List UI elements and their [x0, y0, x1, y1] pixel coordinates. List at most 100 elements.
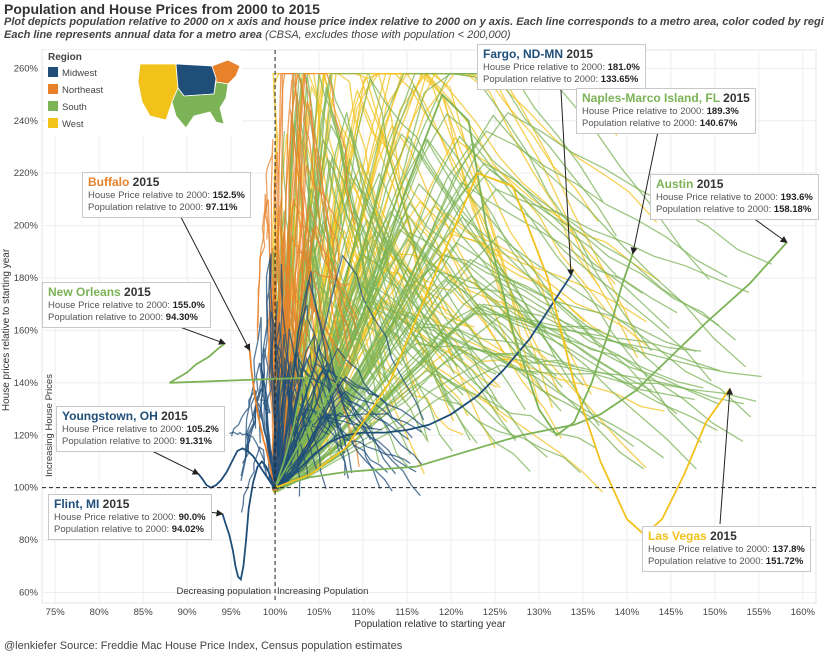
- background-metro-lines: [229, 71, 772, 513]
- annotation-pop-value: 94.30%: [165, 312, 199, 323]
- metro-line: [277, 141, 702, 485]
- legend-swatch-south: [48, 101, 58, 111]
- metro-line: [276, 258, 697, 486]
- legend-item-west: West: [48, 118, 83, 132]
- annotation-name: Las Vegas: [648, 529, 707, 543]
- annotation-hp-label: House Price relative to 2000:: [582, 106, 707, 117]
- y-tick-label: 180%: [14, 273, 39, 284]
- metro-line: [274, 79, 307, 491]
- metro-line: [273, 254, 425, 488]
- annotation-hp-label: House Price relative to 2000:: [62, 424, 187, 435]
- annotation-pop-label: Population relative to 2000:: [582, 118, 700, 129]
- annotation-year: 2015: [723, 91, 750, 105]
- increasing-house-prices-label: Increasing House Prices: [44, 374, 55, 477]
- annotation-pop-label: Population relative to 2000:: [88, 202, 206, 213]
- axes: 75% 80% 85% 90% 95% 100% 105% 110% 115% 120% 125% 1…: [14, 63, 816, 618]
- x-tick-label: 145%: [659, 607, 684, 618]
- annotation-pop-label: Population relative to 2000:: [483, 74, 601, 85]
- metro-line: [275, 364, 757, 485]
- annotation-arrow: [719, 387, 734, 525]
- metro-line: [275, 275, 697, 486]
- legend-title: Region: [48, 52, 82, 63]
- x-tick-label: 115%: [395, 607, 419, 618]
- annotation-year: 2015: [710, 529, 737, 543]
- metro-line: [274, 352, 745, 492]
- metro-line: [276, 279, 744, 487]
- annotation-hp-value: 181.0%: [607, 62, 640, 73]
- y-tick-label: 100%: [14, 483, 39, 494]
- metro-line: [273, 415, 383, 489]
- annotation-hp-value: 105.2%: [186, 424, 219, 435]
- subtitle-bold-part: Each line represents annual data for a m…: [4, 29, 262, 41]
- metro-line: [275, 216, 678, 487]
- annotation-hp-value: 137.8%: [772, 544, 805, 555]
- x-tick-label: 90%: [178, 607, 198, 618]
- x-tick-label: 110%: [351, 607, 375, 618]
- annotation-pop-label: Population relative to 2000:: [62, 436, 180, 447]
- metro-line: [276, 370, 374, 489]
- series-line-flint-mi: [221, 460, 276, 582]
- metro-line: [274, 301, 282, 487]
- y-tick-label: 140%: [14, 378, 39, 389]
- annotation-las-vegas: Las Vegas 2015 House Price relative to 2…: [642, 526, 811, 572]
- y-tick-label: 80%: [19, 535, 39, 546]
- series-line-new-orleans: [169, 342, 311, 488]
- annotation-youngstown: Youngstown, OH 2015 House Price relative…: [56, 406, 225, 452]
- legend-label: Northeast: [62, 85, 104, 96]
- x-tick-label: 130%: [527, 607, 552, 618]
- annotation-flint: Flint, MI 2015 House Price relative to 2…: [48, 494, 212, 540]
- annotation-year: 2015: [124, 285, 151, 299]
- y-tick-label: 240%: [14, 116, 39, 127]
- annotation-hp-value: 193.6%: [780, 192, 813, 203]
- metro-line: [275, 304, 340, 488]
- annotation-pop-value: 133.65%: [600, 74, 639, 85]
- y-tick-label: 260%: [14, 63, 39, 74]
- metro-line: [273, 361, 307, 489]
- annotation-name: Austin: [656, 177, 694, 191]
- metro-line: [276, 130, 728, 492]
- y-tick-label: 120%: [14, 430, 39, 441]
- annotation-name: Naples-Marco Island, FL: [582, 91, 720, 105]
- metro-line: [273, 242, 662, 491]
- annotation-hp-value: 189.3%: [706, 106, 739, 117]
- map-south: [171, 81, 229, 129]
- chart-subtitle-line1: Plot depicts population relative to 2000…: [4, 16, 824, 28]
- annotation-arrow: [169, 195, 251, 351]
- metro-line: [272, 351, 327, 490]
- x-tick-label: 85%: [134, 607, 154, 618]
- annotation-pop-label: Population relative to 2000:: [656, 204, 774, 215]
- metro-line: [240, 362, 274, 488]
- x-tick-label: 150%: [703, 607, 728, 618]
- map-northeast: [211, 59, 241, 85]
- series-line-youngstown-oh: [197, 447, 276, 489]
- legend-swatch-northeast: [48, 84, 58, 94]
- metro-line: [266, 311, 278, 489]
- region-legend: Region Midwest Northeast South West: [46, 50, 242, 136]
- series-line-las-vegas: [274, 172, 731, 537]
- annotation-arrow: [630, 121, 661, 255]
- annotation-hp-label: House Price relative to 2000:: [48, 300, 173, 311]
- legend-swatch-west: [48, 118, 58, 128]
- metro-line: [276, 412, 389, 487]
- annotation-fargo: Fargo, ND-MN 2015 House Price relative t…: [477, 44, 646, 90]
- annotation-name: New Orleans: [48, 285, 121, 299]
- y-axis-label: House prices relative to starting year: [1, 248, 12, 411]
- annotation-year: 2015: [161, 409, 188, 423]
- legend-label: South: [62, 102, 87, 113]
- metro-line: [276, 342, 575, 490]
- metro-line: [276, 378, 423, 488]
- annotation-pop-value: 158.18%: [773, 204, 812, 215]
- subtitle-plain-part: (CBSA, excludes those with population < …: [261, 29, 511, 41]
- annotation-naples: Naples-Marco Island, FL 2015 House Price…: [576, 88, 756, 134]
- annotation-year: 2015: [696, 177, 724, 191]
- annotation-pop-value: 151.72%: [765, 556, 804, 567]
- x-tick-label: 100%: [263, 607, 288, 618]
- annotation-pop-label: Population relative to 2000:: [648, 556, 766, 567]
- decreasing-population-label: Decreasing population: [176, 586, 271, 597]
- annotation-pop-value: 97.11%: [205, 202, 238, 213]
- annotation-pop-label: Population relative to 2000:: [54, 524, 172, 535]
- annotation-name: Youngstown, OH: [62, 409, 158, 423]
- annotation-year: 2015: [566, 47, 594, 61]
- y-tick-label: 60%: [19, 588, 39, 599]
